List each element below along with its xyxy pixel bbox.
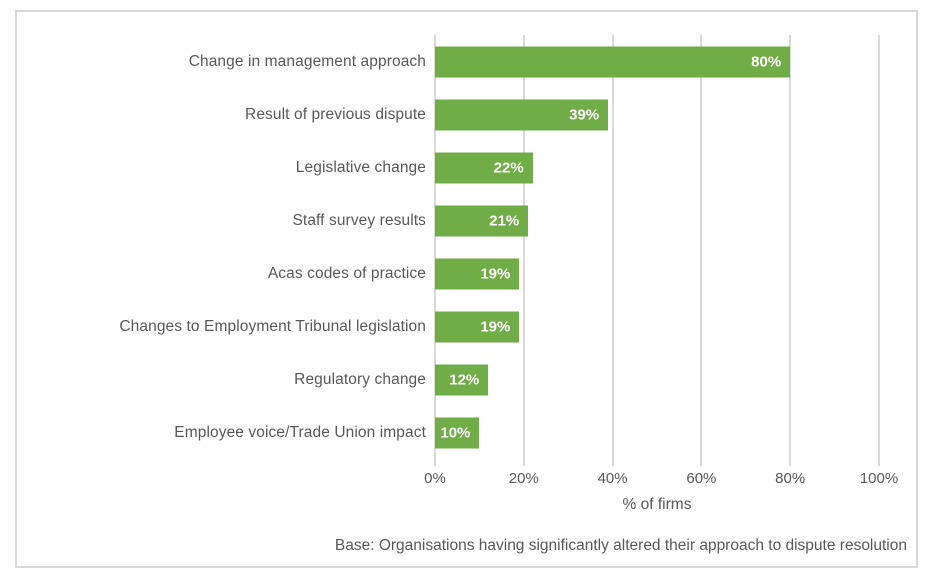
chart-frame: Change in management approach 80% Result… (15, 10, 918, 568)
bar-row: Regulatory change 12% (17, 354, 879, 407)
bar-value-label: 21% (489, 212, 520, 230)
bar: 22% (435, 152, 533, 184)
x-tick-label: 20% (508, 470, 539, 487)
bar-value-label: 22% (493, 159, 524, 177)
bar-track: 21% (435, 194, 879, 247)
category-label: Changes to Employment Tribunal legislati… (119, 318, 426, 336)
bar-row: Employee voice/Trade Union impact 10% (17, 407, 879, 460)
bar: 10% (435, 417, 480, 449)
bar-value-label: 80% (751, 53, 782, 71)
bar-value-label: 19% (480, 265, 511, 283)
bar-track: 39% (435, 88, 879, 141)
bar-row: Result of previous dispute 39% (17, 88, 879, 141)
bar-row: Acas codes of practice 19% (17, 248, 879, 301)
x-tick-label: 0% (424, 470, 446, 487)
category-label: Result of previous dispute (245, 105, 426, 123)
bar-track: 80% (435, 35, 879, 88)
bar-value-label: 19% (480, 318, 511, 336)
bar-track: 10% (435, 407, 879, 460)
bar-track: 19% (435, 248, 879, 301)
bar-track: 12% (435, 354, 879, 407)
category-label: Staff survey results (292, 211, 426, 229)
category-label: Employee voice/Trade Union impact (174, 424, 426, 442)
bar-row: Change in management approach 80% (17, 35, 879, 88)
bar: 21% (435, 205, 529, 237)
x-axis-title: % of firms (622, 496, 692, 513)
bar: 19% (435, 258, 520, 290)
bar-track: 22% (435, 141, 879, 194)
bar: 12% (435, 364, 489, 396)
bar: 39% (435, 99, 609, 131)
bar: 80% (435, 46, 791, 78)
bar-track: 19% (435, 301, 879, 354)
x-tick-label: 40% (597, 470, 628, 487)
bar-row: Staff survey results 21% (17, 194, 879, 247)
x-tick-label: 80% (775, 470, 806, 487)
x-axis-ticks: 0% 20% 40% 60% 80% 100% (424, 470, 898, 490)
bar-row: Legislative change 22% (17, 141, 879, 194)
bar-value-label: 12% (449, 371, 480, 389)
bar-row: Changes to Employment Tribunal legislati… (17, 301, 879, 354)
category-label: Legislative change (295, 158, 426, 176)
bar-rows: Change in management approach 80% Result… (17, 35, 879, 460)
category-label: Change in management approach (188, 52, 426, 70)
category-label: Regulatory change (294, 371, 426, 389)
bar: 19% (435, 311, 520, 343)
x-tick-label: 100% (859, 470, 899, 487)
category-label: Acas codes of practice (267, 265, 426, 283)
bar-value-label: 39% (569, 106, 600, 124)
bar-value-label: 10% (440, 424, 471, 442)
base-note: Base: Organisations having significantly… (334, 537, 907, 554)
x-tick-label: 60% (686, 470, 717, 487)
